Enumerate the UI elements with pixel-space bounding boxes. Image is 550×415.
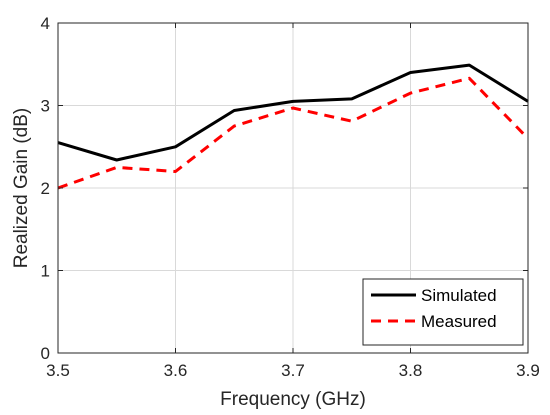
y-axis-label: Realized Gain (dB) [11,108,32,269]
x-axis-label: Frequency (GHz) [220,389,366,410]
y-tick-label: 4 [41,14,50,33]
x-tick-label: 3.8 [399,361,423,380]
x-tick-label: 3.5 [46,361,70,380]
axis-ticks: 3.5 3.6 3.7 3.8 3.9 0 1 2 3 4 [41,14,540,380]
y-tick-label: 2 [41,179,50,198]
plot-lines [57,63,530,190]
series-line-simulated [57,63,529,162]
legend-label-simulated: Simulated [421,286,497,305]
x-tick-label: 3.9 [516,361,540,380]
y-tick-label: 3 [41,97,50,116]
legend: Simulated Measured [362,278,524,346]
x-tick-label: 3.7 [281,361,305,380]
legend-label-measured: Measured [421,312,497,331]
legend-box [362,278,524,346]
series-line-measured [57,76,530,190]
x-tick-label: 3.6 [164,361,188,380]
y-tick-label: 0 [41,344,50,363]
y-tick-label: 1 [41,262,50,281]
